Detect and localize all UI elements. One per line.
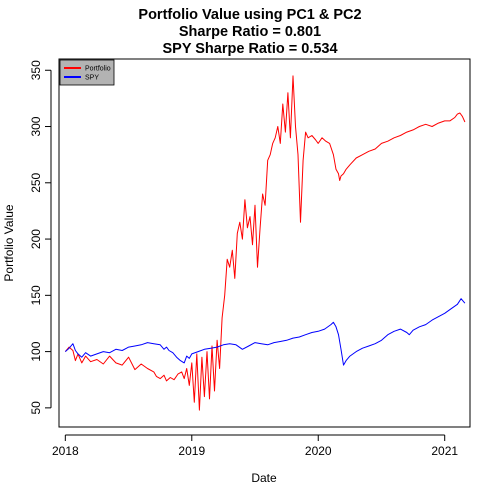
- legend-label-portfolio: Portfolio: [85, 66, 111, 73]
- chart-title-line-3: SPY Sharpe Ratio = 0.534: [162, 41, 337, 57]
- legend-box: [59, 59, 115, 86]
- y-tick-label: 250: [29, 172, 43, 192]
- chart-title-line-1: Portfolio Value using PC1 & PC2: [138, 7, 361, 23]
- x-tick-label: 2021: [431, 444, 458, 458]
- legend-label-spy: SPY: [85, 75, 99, 82]
- x-tick-label: 2020: [305, 444, 332, 458]
- legend: Portfolio SPY: [59, 59, 115, 86]
- y-tick-label: 150: [29, 285, 43, 305]
- y-tick-label: 100: [29, 341, 43, 361]
- x-axis-label: Date: [251, 471, 277, 485]
- chart-title-line-2: Sharpe Ratio = 0.801: [179, 24, 321, 40]
- x-tick-label: 2019: [178, 444, 205, 458]
- y-tick-label: 200: [29, 229, 43, 249]
- plot-frame: [58, 58, 471, 428]
- y-axis-label: Portfolio Value: [2, 204, 16, 281]
- series-line-spy: [64, 298, 466, 366]
- y-tick-label: 300: [29, 116, 43, 136]
- series-layer: [64, 75, 466, 411]
- series-line-portfolio: [64, 75, 466, 411]
- y-axis: 50 100 150 200 250 300 350: [29, 60, 52, 415]
- x-tick-label: 2018: [52, 444, 79, 458]
- y-tick-label: 50: [29, 401, 43, 415]
- y-tick-label: 350: [29, 60, 43, 80]
- x-axis: 2018 2019 2020 2021: [52, 434, 458, 458]
